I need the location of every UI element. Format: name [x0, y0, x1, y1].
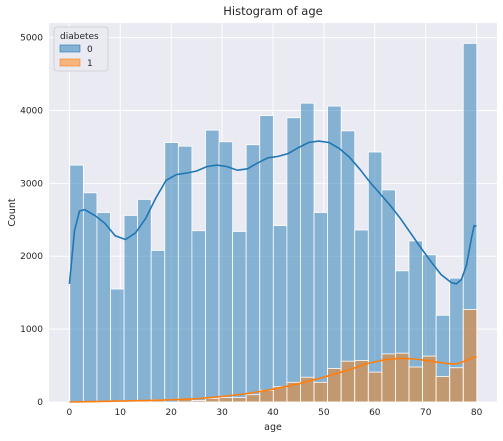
bar-series-0 — [367, 151, 383, 403]
bar-series-0 — [286, 117, 301, 403]
y-tick-label: 1000 — [20, 325, 43, 335]
x-tick-label: 20 — [165, 408, 177, 418]
legend: diabetes 01 — [53, 26, 109, 72]
x-tick-label: 30 — [216, 408, 228, 418]
bar-series-0 — [164, 142, 179, 403]
legend-label-series-1: 1 — [87, 59, 93, 69]
bar-series-1 — [313, 381, 329, 403]
legend-title: diabetes — [60, 32, 99, 42]
x-tick-label: 80 — [471, 408, 483, 418]
bar-series-1 — [205, 397, 220, 403]
bar-series-1 — [449, 367, 464, 403]
bar-series-0 — [96, 212, 111, 403]
bar-series-0 — [150, 249, 166, 403]
bar-series-0 — [123, 215, 139, 403]
bar-series-0 — [232, 231, 247, 403]
bar-series-1 — [218, 397, 234, 403]
y-tick-label: 3000 — [20, 179, 43, 189]
bar-series-0 — [313, 212, 329, 403]
bar-series-0 — [300, 102, 315, 403]
bar-series-0 — [205, 129, 220, 403]
x-tick-label: 40 — [267, 408, 279, 418]
y-tick-label: 5000 — [20, 34, 43, 44]
x-tick-labels: 0 10 20 30 40 50 60 70 80 — [66, 408, 482, 418]
bar-series-1 — [232, 397, 247, 403]
bar-series-1 — [367, 371, 383, 403]
x-tick-label: 0 — [66, 408, 72, 418]
bar-series-0 — [177, 145, 193, 403]
bar-series-1 — [381, 353, 396, 403]
x-tick-label: 70 — [420, 408, 432, 418]
bar-series-0 — [191, 230, 206, 403]
x-tick-label: 50 — [318, 408, 330, 418]
y-tick-label: 2000 — [20, 252, 43, 262]
bars — [69, 43, 478, 403]
y-tick-labels: 0 1000 2000 3000 4000 5000 — [20, 34, 43, 408]
x-tick-label: 10 — [115, 408, 127, 418]
bar-series-0 — [245, 144, 261, 403]
legend-label-series-0: 0 — [87, 45, 93, 55]
kde-curves — [68, 140, 477, 403]
bar-series-0 — [82, 192, 98, 403]
x-tick-label: 60 — [369, 408, 381, 418]
bar-series-1 — [340, 360, 356, 403]
chart-title: Histogram of age — [223, 4, 322, 18]
bar-series-1 — [435, 376, 451, 403]
bar-series-0 — [69, 164, 84, 403]
bar-series-1 — [462, 309, 478, 403]
bar-series-1 — [259, 389, 274, 403]
legend-swatch-series-1 — [59, 58, 81, 67]
bar-series-0 — [272, 225, 288, 403]
bar-series-0 — [137, 198, 152, 403]
bar-series-1 — [395, 352, 410, 403]
bar-series-1 — [245, 394, 261, 403]
legend-swatch-series-0 — [59, 44, 81, 53]
x-axis-label: age — [264, 422, 282, 433]
bar-series-1 — [191, 400, 206, 403]
bar-series-0 — [327, 105, 342, 403]
bar-series-0 — [110, 288, 125, 403]
bar-series-0 — [218, 141, 234, 403]
y-tick-label: 0 — [37, 398, 43, 408]
legend-items: 01 — [59, 44, 93, 69]
kde-line-series-0 — [68, 140, 477, 285]
bar-series-1 — [408, 366, 423, 403]
y-tick-label: 4000 — [20, 106, 43, 116]
kde-line-series-1 — [69, 356, 477, 403]
y-axis-label: Count — [7, 198, 18, 226]
bar-series-1 — [422, 355, 437, 403]
